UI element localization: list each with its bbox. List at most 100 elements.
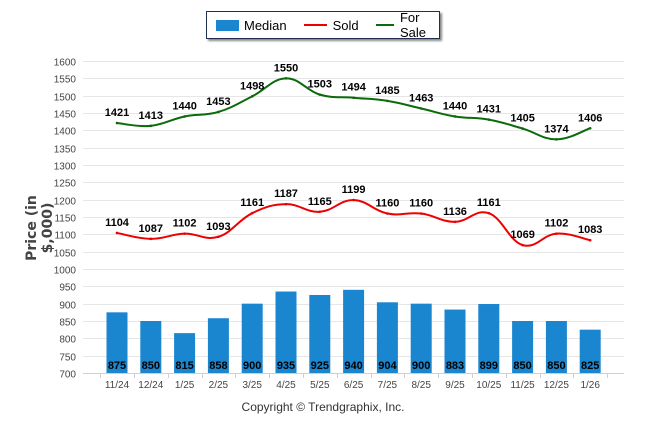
median-bar-label: 858 (209, 360, 227, 372)
y-axis-label: Price (in $,000) (24, 195, 56, 261)
median-bar-label: 904 (378, 360, 397, 372)
for-sale-data-label: 1494 (341, 82, 366, 94)
sold-data-label: 1161 (477, 197, 501, 209)
x-tick-label: 12/25 (544, 380, 569, 391)
sold-point (217, 235, 220, 239)
median-bar (444, 309, 466, 373)
for-sale-point (487, 118, 491, 121)
median-bar (579, 329, 601, 373)
y-tick-label: 700 (59, 370, 76, 381)
median-bar (309, 295, 331, 373)
sold-data-label: 1160 (375, 198, 399, 210)
legend-item-for-sale[interactable]: For Sale (368, 10, 439, 40)
for-sale-data-label: 1485 (375, 85, 399, 97)
median-bar (106, 312, 128, 373)
median-bar-label: 900 (412, 360, 430, 372)
x-tick-label: 11/25 (510, 380, 535, 391)
for-sale-data-label: 1405 (510, 113, 534, 125)
y-tick-label: 1000 (54, 266, 77, 277)
sold-data-label: 1165 (308, 196, 332, 208)
y-tick-label: 1600 (54, 58, 77, 69)
for-sale-data-label: 1431 (477, 104, 501, 116)
for-sale-point (352, 96, 355, 100)
median-bar-label: 935 (277, 360, 295, 372)
median-bar-label: 875 (108, 360, 126, 372)
x-tick-label: 5/25 (310, 380, 330, 391)
median-bar (207, 318, 229, 373)
sold-data-label: 1136 (443, 206, 467, 218)
legend-item-median[interactable]: Median (216, 18, 287, 33)
for-sale-point (419, 107, 423, 110)
y-tick-label: 850 (59, 318, 76, 329)
y-tick-label: 1550 (54, 75, 77, 86)
median-bar-label: 883 (446, 360, 464, 372)
y-tick-label: 1500 (54, 93, 77, 104)
median-swatch (216, 19, 239, 31)
sold-point (250, 211, 254, 215)
y-tick-label: 750 (59, 353, 76, 364)
for-sale-point (149, 124, 153, 128)
sold-data-label: 1102 (173, 218, 197, 230)
for-sale-point (284, 77, 288, 80)
sold-point (284, 202, 288, 206)
for-sale-point (318, 93, 322, 96)
for-sale-point (115, 121, 119, 125)
median-bar-label: 825 (581, 360, 599, 372)
for-sale-data-label: 1440 (443, 100, 467, 112)
median-bar (174, 333, 196, 373)
for-sale-data-label: 1463 (409, 92, 433, 104)
for-sale-point (183, 115, 186, 118)
y-tick-label: 1200 (54, 197, 77, 208)
for-sale-data-label: 1453 (206, 96, 230, 108)
median-bar-label: 925 (311, 360, 329, 372)
sold-point (318, 210, 322, 214)
sold-data-label: 1161 (240, 197, 264, 209)
y-tick-label: 1300 (54, 162, 77, 173)
sold-point (453, 220, 457, 224)
sold-point (419, 212, 423, 215)
for-sale-data-label: 1413 (139, 110, 163, 122)
y-tick-label: 950 (59, 283, 76, 294)
legend: Median Sold For Sale (206, 10, 440, 40)
median-bar-label: 850 (547, 360, 565, 372)
for-sale-data-label: 1550 (274, 62, 298, 74)
median-bar-label: 815 (175, 360, 193, 372)
for-sale-point (217, 110, 220, 114)
median-bar (545, 321, 567, 373)
median-bar-label: 850 (513, 360, 531, 372)
legend-label-median: Median (244, 17, 287, 33)
legend-label-for-sale: For Sale (399, 10, 426, 40)
for-sale-swatch (375, 24, 394, 26)
for-sale-data-label: 1440 (172, 100, 196, 112)
median-bar (275, 291, 297, 373)
sold-data-label: 1102 (544, 218, 568, 230)
legend-item-sold[interactable]: Sold (296, 18, 359, 33)
x-tick-label: 1/26 (580, 380, 600, 391)
sold-data-label: 1104 (105, 217, 130, 229)
sold-data-label: 1093 (206, 221, 230, 233)
median-bar (478, 304, 500, 373)
sold-point (149, 237, 153, 241)
for-sale-point (453, 115, 457, 118)
sold-point (352, 198, 355, 202)
y-tick-label: 1450 (54, 110, 77, 121)
for-sale-data-label: 1498 (240, 80, 264, 92)
sold-swatch (303, 24, 327, 26)
for-sale-point (555, 138, 558, 141)
for-sale-point (250, 95, 254, 98)
median-bar (343, 289, 365, 373)
y-tick-label: 800 (59, 335, 76, 346)
median-bar (140, 321, 162, 373)
for-sale-data-label: 1374 (544, 123, 569, 135)
sold-point (555, 232, 558, 235)
y-tick-label: 1250 (54, 179, 77, 190)
y-tick-label: 1350 (54, 145, 77, 156)
x-tick-label: 1/25 (175, 380, 195, 391)
sold-point (487, 211, 491, 215)
y-tick-label: 1400 (54, 127, 77, 138)
x-tick-label: 4/25 (276, 380, 296, 391)
median-bar (410, 303, 432, 373)
median-bar (376, 302, 398, 373)
x-tick-label: 9/25 (445, 380, 465, 391)
sold-point (386, 212, 389, 215)
